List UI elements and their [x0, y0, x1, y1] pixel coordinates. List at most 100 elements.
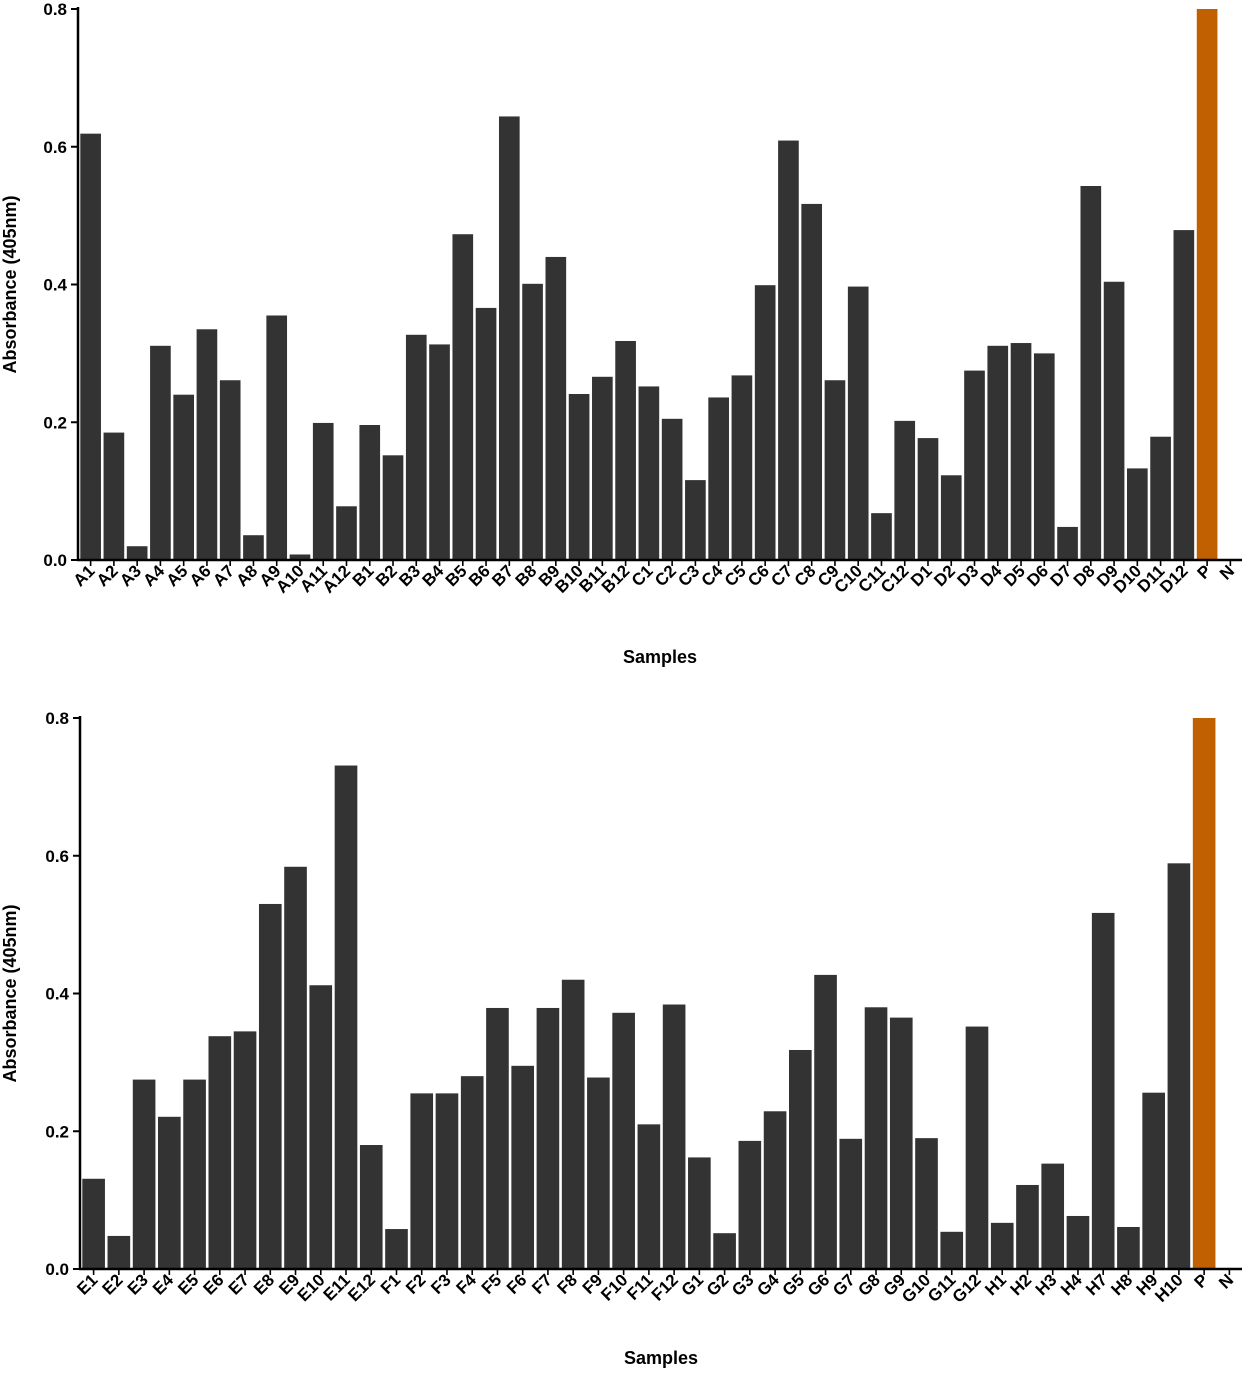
y-tick-label: 0.6	[43, 138, 67, 157]
bar-P	[1192, 718, 1216, 1269]
bar-B3	[405, 334, 427, 560]
bar-A2	[103, 432, 125, 560]
bar-G7	[839, 1138, 863, 1269]
bar-chart-plates-e-h: 0.00.20.40.60.8E1E2E3E4E5E6E7E8E9E10E11E…	[0, 709, 1242, 1368]
bar-H7	[1091, 912, 1115, 1269]
y-tick-label: 0.2	[45, 1122, 69, 1141]
bar-D3	[964, 370, 985, 560]
bar-H3	[1041, 1163, 1065, 1269]
bar-C1	[638, 386, 660, 560]
bar-G1	[688, 1157, 711, 1269]
bar-G9	[889, 1017, 913, 1269]
x-axis-title: Samples	[623, 647, 697, 667]
bar-E12	[359, 1145, 383, 1269]
bar-G6	[814, 974, 837, 1269]
x-tick-label-F8: F8	[554, 1270, 581, 1297]
bar-A12	[336, 506, 357, 560]
bar-E7	[233, 1031, 257, 1269]
bar-A8	[243, 535, 264, 560]
bar-E6	[208, 1036, 232, 1269]
bar-D5	[1010, 343, 1032, 560]
bar-F9	[587, 1077, 610, 1269]
bar-H10	[1167, 863, 1191, 1269]
x-tick-label-B12: B12	[598, 561, 633, 596]
bar-E10	[309, 985, 333, 1269]
bar-A10	[289, 554, 311, 560]
bar-F12	[662, 1004, 686, 1269]
bar-B1	[359, 425, 381, 560]
bar-G12	[965, 1026, 989, 1269]
x-tick-label-N: N	[1215, 1270, 1237, 1292]
x-tick-label-A12: A12	[319, 561, 354, 596]
bar-D10	[1127, 468, 1148, 560]
bar-H8	[1117, 1226, 1140, 1269]
bar-A3	[126, 546, 148, 560]
x-tick-label-F1: F1	[377, 1270, 404, 1297]
bar-D8	[1080, 186, 1102, 560]
x-tick-label-G7: G7	[829, 1270, 858, 1299]
x-tick-label-F12: F12	[648, 1270, 682, 1304]
bar-A9	[266, 315, 288, 560]
bar-A5	[173, 394, 194, 560]
bar-A1	[80, 133, 101, 560]
bar-E5	[183, 1079, 206, 1269]
bar-D6	[1033, 353, 1055, 561]
x-tick-label-E3: E3	[124, 1270, 152, 1298]
bar-D2	[940, 475, 962, 560]
x-tick-label-G5: G5	[779, 1270, 808, 1299]
x-tick-label-D12: D12	[1156, 561, 1191, 596]
x-tick-label-H8: H8	[1107, 1270, 1136, 1299]
bar-H4	[1066, 1215, 1090, 1269]
bar-C4	[708, 397, 729, 560]
bar-B7	[498, 116, 520, 560]
x-tick-label-P: P	[1191, 1270, 1212, 1291]
bar-C10	[847, 286, 869, 560]
bar-A7	[219, 380, 241, 560]
x-tick-label-E7: E7	[225, 1270, 253, 1298]
bar-E2	[107, 1235, 131, 1269]
x-tick-label-E1: E1	[73, 1270, 101, 1298]
bar-C3	[685, 480, 706, 560]
x-tick-label-E4: E4	[149, 1270, 178, 1299]
y-tick-label: 0.8	[43, 0, 67, 19]
x-tick-label-E6: E6	[200, 1270, 228, 1298]
bar-A11	[312, 422, 334, 560]
bar-E1	[82, 1178, 105, 1269]
bar-E11	[334, 765, 358, 1269]
x-tick-label-H10: H10	[1151, 1270, 1186, 1305]
bar-F3	[435, 1093, 459, 1269]
bar-G4	[763, 1111, 787, 1269]
bar-A6	[196, 329, 218, 560]
bar-D11	[1150, 436, 1171, 560]
bar-chart-plates-a-d: 0.00.20.40.60.8A1A2A3A4A5A6A7A8A9A10A11A…	[0, 0, 1242, 667]
x-tick-label-E8: E8	[250, 1270, 278, 1298]
bar-B8	[522, 283, 543, 560]
bar-H2	[1016, 1184, 1039, 1269]
x-tick-label-G6: G6	[804, 1270, 833, 1299]
bar-C12	[894, 420, 916, 560]
bar-B2	[382, 455, 404, 560]
bar-B4	[429, 344, 450, 560]
y-tick-label: 0.8	[45, 709, 69, 728]
y-axis-title: Absorbance (405nm)	[0, 195, 20, 373]
x-tick-label-F6: F6	[503, 1270, 530, 1297]
bar-F10	[612, 1012, 635, 1269]
chart-bottom: 0.0 0.2 0.4 0.6 0.8 E1 E2 E3 E4 E5 E6 E7 E8 E9 E10 E11 E…	[0, 700, 1246, 1382]
bar-P	[1196, 9, 1218, 560]
bar-E4	[158, 1116, 181, 1269]
bar-B9	[545, 256, 567, 560]
x-tick-label-H7: H7	[1082, 1270, 1111, 1299]
x-tick-label-G1: G1	[678, 1270, 707, 1299]
bar-E8	[258, 903, 282, 1269]
bar-A4	[150, 345, 171, 560]
x-tick-label-E5: E5	[174, 1270, 202, 1298]
bar-C6	[754, 285, 776, 560]
bar-C5	[731, 375, 753, 560]
x-tick-label-H4: H4	[1057, 1270, 1086, 1299]
bar-F8	[561, 979, 585, 1269]
x-tick-label-F4: F4	[453, 1270, 481, 1298]
y-tick-label: 0.0	[45, 1260, 69, 1279]
bar-H1	[990, 1222, 1014, 1269]
bar-C11	[871, 513, 892, 560]
x-tick-label-G12: G12	[949, 1270, 985, 1306]
